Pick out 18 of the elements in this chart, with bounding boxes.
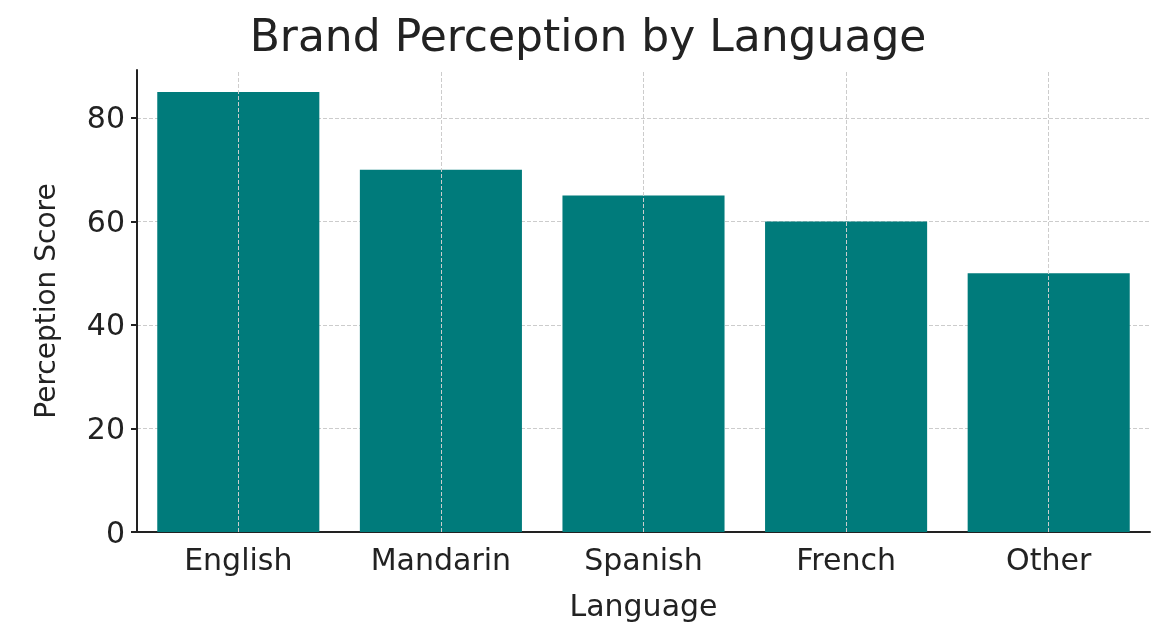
bar: [157, 92, 320, 532]
x-tick-label: French: [796, 541, 896, 577]
y-tick-label: 40: [86, 307, 125, 343]
y-tick-label: 60: [86, 203, 125, 239]
y-tick-label: 20: [86, 410, 125, 446]
x-tick-label: Mandarin: [370, 541, 512, 577]
x-axis-title: Language: [569, 587, 718, 623]
bar: [562, 195, 725, 532]
bar: [967, 273, 1130, 532]
x-tick-label: English: [184, 541, 293, 577]
bar: [765, 221, 928, 532]
x-tick-label: Other: [1006, 541, 1092, 577]
y-tick-label: 0: [105, 514, 125, 550]
bar: [359, 169, 522, 532]
y-tick-label: 80: [86, 100, 125, 136]
y-axis-title: Perception Score: [28, 183, 62, 419]
chart-title: Brand Perception by Language: [249, 9, 927, 61]
x-tick-label: Spanish: [584, 541, 703, 577]
